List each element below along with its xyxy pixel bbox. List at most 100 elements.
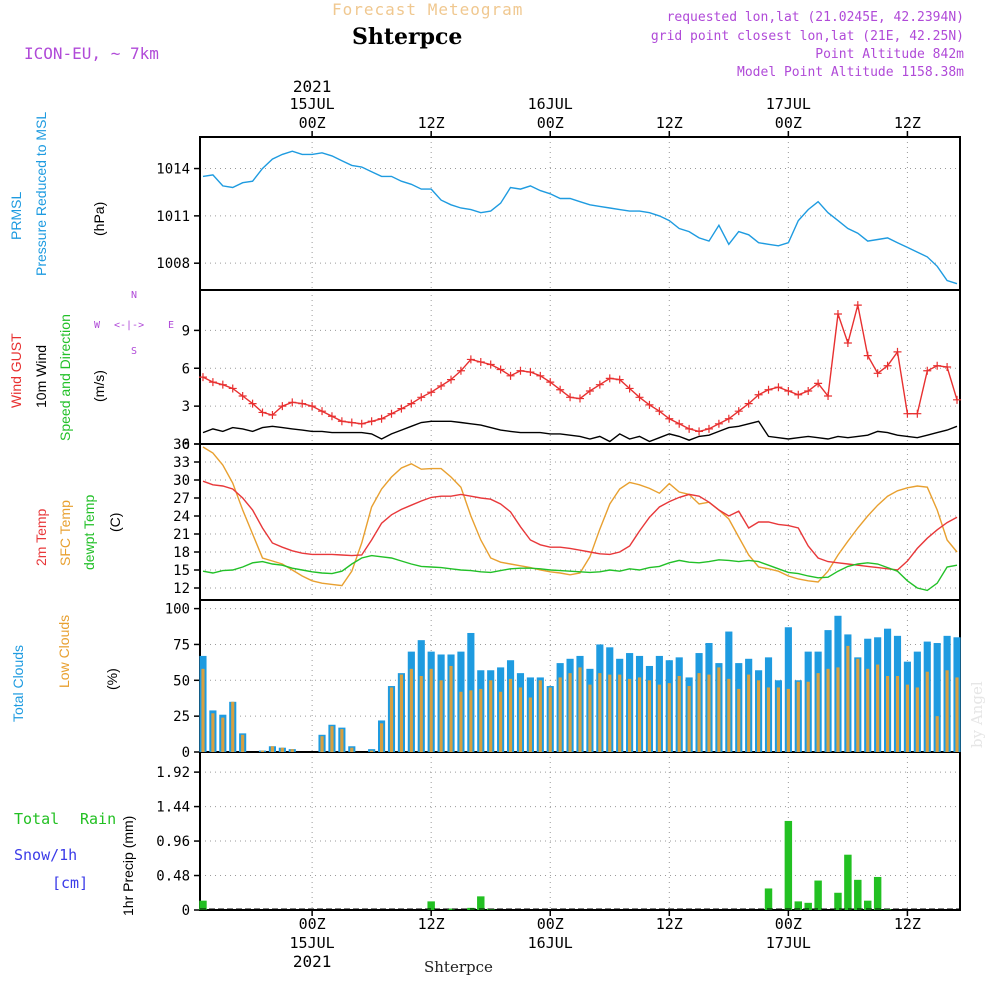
top-time-label-5: 12Z xyxy=(894,114,921,132)
wind-gust-line-marker-12 xyxy=(318,407,327,416)
bottom-time-label-2: 00Z xyxy=(537,915,564,933)
wind-gust-line-marker-49 xyxy=(685,424,694,433)
wind-gust-line-marker-0 xyxy=(198,373,207,382)
wind-gust-line-marker-73 xyxy=(923,366,932,375)
low-cloud-bar-20 xyxy=(399,674,403,752)
wind-compass: N W <-|-> E S xyxy=(90,290,180,360)
wind-gust-line-marker-30 xyxy=(496,365,505,374)
low-cloud-bar-13 xyxy=(330,726,334,752)
ytick-label-temperature-1: 15 xyxy=(173,563,190,579)
wind-gust-line-marker-48 xyxy=(675,419,684,428)
wind-gust-line-marker-58 xyxy=(774,383,783,392)
wind-gust-line-marker-52 xyxy=(714,419,723,428)
low-cloud-bar-28 xyxy=(479,688,483,752)
low-cloud-bar-52 xyxy=(717,667,721,752)
low-cloud-bar-53 xyxy=(727,678,731,752)
bottom-time-label-1: 12Z xyxy=(418,915,445,933)
ytick-label-pressure-1: 1011 xyxy=(156,209,190,225)
low-cloud-bar-39 xyxy=(588,684,592,752)
top-date-label-4: 17JUL xyxy=(766,95,811,113)
rain-bar-69 xyxy=(883,909,892,910)
low-cloud-bar-44 xyxy=(637,677,642,752)
low-cloud-bar-72 xyxy=(915,687,919,752)
wind-gust-line-marker-25 xyxy=(447,375,456,384)
rain-bar-68 xyxy=(873,876,882,910)
low-cloud-bar-49 xyxy=(687,686,691,752)
top-time-label-3: 12Z xyxy=(656,114,683,132)
low-cloud-bar-3 xyxy=(231,701,235,752)
ytick-label-wind-1: 3 xyxy=(182,399,190,415)
model-altitude: Model Point Altitude 1158.38m xyxy=(737,65,964,80)
low-cloud-bar-33 xyxy=(528,697,532,752)
rain-bar-57 xyxy=(764,888,773,910)
wind-gust-line-marker-45 xyxy=(645,400,654,409)
low-cloud-bar-15 xyxy=(350,747,354,752)
wind-gust-line-marker-6 xyxy=(258,408,267,417)
wind-gust-line-marker-11 xyxy=(308,402,317,411)
rain-bar-66 xyxy=(854,879,862,910)
low-cloud-bar-48 xyxy=(677,676,681,752)
wind-gust-line-marker-3 xyxy=(228,384,237,393)
ytick-label-precip-2: 0.96 xyxy=(156,834,190,850)
ytick-label-clouds-3: 75 xyxy=(173,637,190,653)
wind-gust-line-marker-53 xyxy=(724,414,733,423)
low-cloud-bar-70 xyxy=(895,676,900,752)
wind-gust-line-marker-76 xyxy=(953,395,962,404)
rain-bar-61 xyxy=(804,902,812,910)
low-cloud-bar-38 xyxy=(578,667,582,752)
low-cloud-bar-36 xyxy=(558,677,562,752)
wind-gust-line-marker-19 xyxy=(387,409,396,418)
low-cloud-bar-22 xyxy=(419,676,423,752)
wind-gust-line-marker-14 xyxy=(337,417,346,426)
low-cloud-bar-0 xyxy=(201,668,205,752)
low-cloud-bar-31 xyxy=(508,678,513,752)
ytick-label-temperature-8: 36 xyxy=(173,437,190,453)
ytick-label-temperature-0: 12 xyxy=(173,581,190,597)
wind-gust-line-marker-18 xyxy=(377,414,386,423)
low-cloud-bar-6 xyxy=(260,750,265,752)
wind-gust-line-marker-55 xyxy=(744,399,753,408)
model-label: ICON-EU, ~ 7km xyxy=(24,44,159,63)
ytick-label-clouds-0: 0 xyxy=(182,745,190,761)
ytick-label-wind-3: 9 xyxy=(182,323,190,339)
ytick-label-temperature-3: 21 xyxy=(173,527,190,543)
ytick-label-precip-1: 0.48 xyxy=(156,869,190,885)
rain-bar-59 xyxy=(784,820,793,910)
wind-gust-line-marker-40 xyxy=(595,380,604,389)
low-cloud-bar-14 xyxy=(340,729,344,752)
panel-frame-temperature xyxy=(199,443,961,601)
bottom-year-label: 2021 xyxy=(293,952,332,971)
wind-gust-line-marker-16 xyxy=(357,419,366,428)
low-cloud-bar-66 xyxy=(856,658,860,752)
low-cloud-bar-19 xyxy=(389,687,394,752)
low-cloud-bar-32 xyxy=(518,687,523,752)
low-cloud-bar-67 xyxy=(866,668,870,752)
wind-gust-line-marker-62 xyxy=(814,379,823,388)
wind-gust-line-marker-26 xyxy=(456,366,465,375)
wind-gust-line-marker-63 xyxy=(824,392,833,401)
wind-gust-line-marker-13 xyxy=(327,412,336,421)
ytick-label-wind-0: 0 xyxy=(182,437,190,453)
top-time-label-1: 12Z xyxy=(418,114,445,132)
rain-bar-60 xyxy=(794,901,802,910)
wind-gust-line-marker-17 xyxy=(367,417,376,426)
bottom-time-label-5: 12Z xyxy=(894,915,921,933)
wind-gust-line-marker-44 xyxy=(635,393,644,402)
low-cloud-bar-9 xyxy=(290,749,294,752)
low-cloud-bar-25 xyxy=(449,665,453,752)
wind-gust-line-marker-9 xyxy=(288,398,297,407)
ytick-label-temperature-6: 30 xyxy=(173,473,190,489)
wind-gust-line-marker-65 xyxy=(843,339,852,348)
low-cloud-bar-35 xyxy=(548,687,552,752)
bottom-time-label-3: 12Z xyxy=(656,915,683,933)
compass-s: S xyxy=(131,346,138,357)
top-time-label-4: 00Z xyxy=(775,114,802,132)
low-cloud-bar-21 xyxy=(409,668,413,752)
compass-arrow: <-|-> xyxy=(114,320,145,331)
wind-gust-line-marker-24 xyxy=(437,381,446,390)
temp2m-line xyxy=(202,480,958,571)
ytick-label-precip-3: 1.44 xyxy=(156,800,190,816)
low-cloud-bar-12 xyxy=(320,736,324,752)
low-cloud-bar-71 xyxy=(905,684,909,752)
